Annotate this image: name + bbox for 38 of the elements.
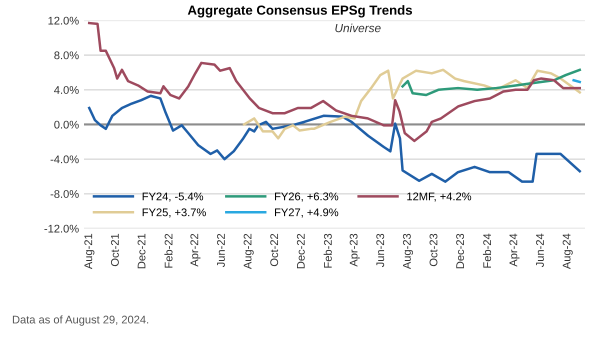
x-tick-label: Jun-24 <box>536 234 544 268</box>
x-tick-label: Oct-21 <box>110 234 119 266</box>
chart-subtitle: Universe <box>335 24 381 32</box>
chart-title: Aggregate Consensus EPSg Trends <box>188 5 412 18</box>
x-tick-label: Aug-24 <box>562 234 573 270</box>
x-tick-label: Aug-21 <box>84 234 94 270</box>
x-tick-label: Dec-23 <box>456 234 464 268</box>
line-series <box>242 68 582 140</box>
y-tick-label: 8.0% <box>54 51 79 60</box>
x-tick-label: Apr-22 <box>190 234 200 267</box>
x-tick-label: Jun-22 <box>217 234 225 268</box>
y-tick-label: 12.0% <box>48 16 79 25</box>
legend-label: 12MF, +4.2% <box>407 192 472 202</box>
line-series <box>88 94 582 183</box>
x-tick-label: Feb-23 <box>324 234 332 268</box>
x-tick-label: Aug-22 <box>244 234 254 270</box>
text: Data as of August 29, 2024. <box>12 315 148 326</box>
legend-label: FY27, +4.9% <box>275 208 338 218</box>
y-tick-label: 4.0% <box>54 86 79 94</box>
x-tick-label: Aug-23 <box>402 234 413 270</box>
y-tick-label: 0.0% <box>54 120 79 129</box>
y-tick-label: -4.0% <box>50 155 79 164</box>
y-tick-label: -12.0% <box>44 224 79 233</box>
x-tick-label: Jun-23 <box>376 234 384 268</box>
x-tick-label: Dec-22 <box>296 234 305 268</box>
legend-label: FY25, +3.7% <box>142 208 206 218</box>
line-series <box>401 68 582 96</box>
x-tick-label: Oct-22 <box>270 234 278 266</box>
line-series <box>88 22 582 142</box>
legend-label: FY24, -5.4% <box>142 192 204 202</box>
x-tick-label: Apr-24 <box>509 234 520 267</box>
x-tick-label: Feb-22 <box>164 234 173 268</box>
x-tick-label: Apr-23 <box>350 234 360 267</box>
legend-label: FY26, +6.3% <box>275 192 338 202</box>
x-tick-label: Oct-23 <box>430 234 438 266</box>
x-tick-label: Feb-24 <box>482 234 492 268</box>
y-tick-label: -8.0% <box>50 190 79 198</box>
x-tick-label: Dec-21 <box>138 234 146 268</box>
